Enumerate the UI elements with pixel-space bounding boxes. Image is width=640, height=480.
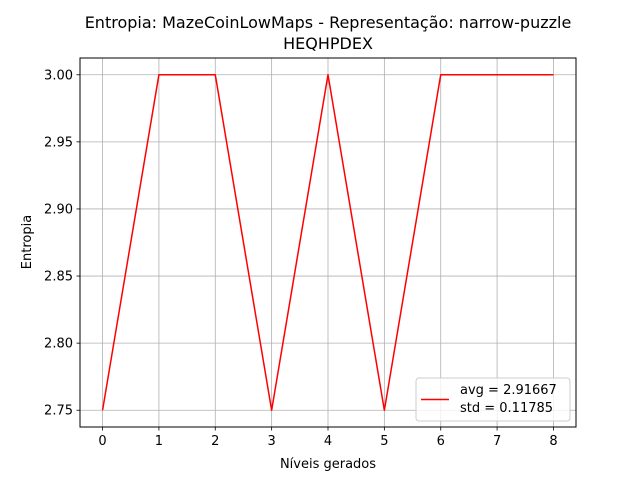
y-tick-label: 2.80 [44, 337, 73, 352]
y-tick-label: 3.00 [44, 68, 73, 83]
legend-std: std = 0.11785 [460, 401, 553, 416]
chart-title-line1: Entropia: MazeCoinLowMaps - Representaçã… [85, 13, 572, 32]
y-axis-label: Entropia [20, 215, 35, 269]
chart-title-line2: HEQHPDEX [283, 34, 373, 53]
y-tick-label: 2.85 [44, 270, 73, 285]
ticks: 0 1 2 3 4 5 6 7 8 2.75 2.80 2.85 2.90 2.95 3.00 [44, 68, 558, 449]
x-axis-label: Níveis gerados [280, 457, 376, 472]
legend: avg = 2.91667 std = 0.11785 [415, 377, 571, 422]
x-tick-label: 1 [155, 434, 163, 449]
x-tick-label: 5 [380, 434, 388, 449]
legend-avg: avg = 2.91667 [460, 383, 557, 398]
y-tick-label: 2.90 [44, 202, 73, 217]
x-tick-label: 0 [98, 434, 106, 449]
x-tick-label: 8 [549, 434, 557, 449]
series-line [101, 74, 554, 411]
x-tick-label: 6 [437, 434, 445, 449]
x-tick-label: 4 [324, 434, 332, 449]
x-tick-label: 7 [493, 434, 501, 449]
legend-box [415, 377, 571, 422]
series-layer [101, 74, 554, 411]
y-tick-label: 2.95 [44, 135, 73, 150]
x-tick-label: 2 [211, 434, 219, 449]
x-tick-label: 3 [267, 434, 275, 449]
y-tick-label: 2.75 [44, 404, 73, 419]
